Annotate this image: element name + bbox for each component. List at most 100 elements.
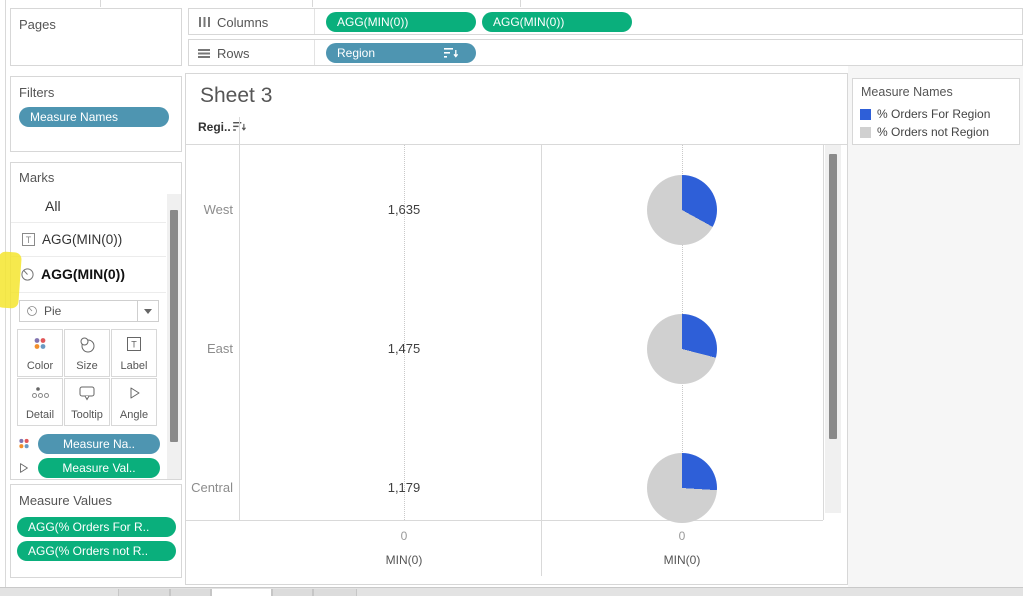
axis-label-min0[interactable]: MIN(0) xyxy=(385,553,423,567)
tooltip-icon xyxy=(79,386,95,401)
sort-icon[interactable] xyxy=(444,48,458,59)
sheet-tab[interactable] xyxy=(313,589,357,596)
detail-button[interactable]: Detail xyxy=(17,378,63,426)
size-icon xyxy=(80,337,95,353)
worksheet-view: Sheet 3 Regi.. West East Central 1,635 1… xyxy=(185,73,848,585)
filter-pill-measure-names[interactable]: Measure Names xyxy=(19,107,169,127)
text-mark-west[interactable]: 1,635 xyxy=(387,202,421,217)
pill-agg-orders-not-region[interactable]: AGG(% Orders not R.. xyxy=(17,541,176,561)
header-divider xyxy=(186,144,847,145)
marks-scrollbar[interactable] xyxy=(167,194,181,479)
sheet-tab-active[interactable] xyxy=(211,589,272,596)
svg-text:T: T xyxy=(131,340,137,350)
marks-tab-label: AGG(MIN(0)) xyxy=(41,266,125,282)
columns-pill-agg-min-0-2[interactable]: AGG(MIN(0)) xyxy=(482,12,632,32)
legend-item-label: % Orders not Region xyxy=(877,125,990,139)
color-icon[interactable] xyxy=(17,437,31,451)
color-button[interactable]: Color xyxy=(17,329,63,377)
columns-pill-agg-min-0-1[interactable]: AGG(MIN(0)) xyxy=(326,12,476,32)
pie-mark-west[interactable] xyxy=(647,175,717,245)
pages-label: Pages xyxy=(19,17,56,32)
chevron-down-icon[interactable] xyxy=(137,301,158,321)
marks-tab-all[interactable]: All xyxy=(11,190,166,223)
legend-swatch-gray xyxy=(860,126,871,138)
size-button[interactable]: Size xyxy=(64,329,110,377)
measure-values-label: Measure Values xyxy=(19,493,112,508)
pie-mark-icon xyxy=(20,267,35,282)
marks-pill-row: Measure Na.. xyxy=(17,434,160,454)
label-icon: T xyxy=(127,337,141,351)
row-field-header[interactable]: Regi.. xyxy=(198,120,246,134)
text-mark-central[interactable]: 1,179 xyxy=(387,480,421,495)
marks-tab-agg-min-0-pie[interactable]: AGG(MIN(0)) xyxy=(11,256,166,293)
legend-item-for-region[interactable]: % Orders For Region xyxy=(860,107,990,121)
pie-mark-central[interactable] xyxy=(647,453,717,523)
svg-text:T: T xyxy=(26,235,32,245)
rows-shelf[interactable]: Rows Region xyxy=(188,39,1023,66)
columns-shelf-label: Columns xyxy=(217,15,269,30)
toolbar-divider-tick xyxy=(520,0,521,7)
filters-shelf[interactable]: Filters Measure Names xyxy=(10,76,182,152)
pane-divider xyxy=(823,144,824,520)
color-button-label: Color xyxy=(26,360,54,372)
view-scrollbar-thumb[interactable] xyxy=(829,154,837,439)
tooltip-button-label: Tooltip xyxy=(71,409,103,421)
marks-scrollbar-thumb[interactable] xyxy=(170,210,178,442)
tooltip-button[interactable]: Tooltip xyxy=(64,378,110,426)
side-panel-background xyxy=(848,66,1023,587)
text-mark-east[interactable]: 1,475 xyxy=(387,341,421,356)
rows-shelf-label: Rows xyxy=(217,46,250,61)
marks-tab-all-label: All xyxy=(45,198,61,214)
row-header-divider xyxy=(239,117,240,520)
rows-pill-region[interactable]: Region xyxy=(326,43,476,63)
angle-icon[interactable] xyxy=(17,461,30,475)
text-mark-icon: T xyxy=(21,232,36,247)
mark-type-value: Pie xyxy=(44,304,62,318)
pane-divider xyxy=(541,144,542,576)
marks-tab-agg-min-0-text[interactable]: T AGG(MIN(0)) xyxy=(11,222,166,257)
legend-item-not-region[interactable]: % Orders not Region xyxy=(860,125,989,139)
angle-button[interactable]: Angle xyxy=(111,378,157,426)
row-field-header-label: Regi.. xyxy=(198,120,231,134)
row-header-west[interactable]: West xyxy=(203,202,233,217)
legend-title: Measure Names xyxy=(861,85,953,99)
detail-icon xyxy=(31,387,49,398)
columns-shelf[interactable]: Columns AGG(MIN(0)) AGG(MIN(0)) xyxy=(188,8,1023,35)
size-button-label: Size xyxy=(76,360,98,372)
row-header-east[interactable]: East xyxy=(206,341,233,356)
row-header-central[interactable]: Central xyxy=(191,480,233,495)
pill-agg-orders-for-region[interactable]: AGG(% Orders For R.. xyxy=(17,517,176,537)
sheet-tab[interactable] xyxy=(170,589,211,596)
sort-icon[interactable] xyxy=(232,122,246,132)
gridline xyxy=(404,145,405,520)
filters-label: Filters xyxy=(19,85,55,100)
legend-swatch-blue xyxy=(860,108,871,120)
toolbar-divider-tick xyxy=(312,0,313,7)
pages-shelf[interactable]: Pages xyxy=(10,8,182,66)
sheet-title[interactable]: Sheet 3 xyxy=(200,84,273,107)
pill-measure-names[interactable]: Measure Na.. xyxy=(38,434,160,454)
rows-icon xyxy=(198,48,211,59)
legend-item-label: % Orders For Region xyxy=(877,107,991,121)
color-icon xyxy=(34,338,46,349)
mark-type-dropdown[interactable]: Pie xyxy=(19,300,159,322)
axis-line xyxy=(186,520,823,521)
pill-measure-values[interactable]: Measure Val.. xyxy=(38,458,160,478)
axis-label-min0[interactable]: MIN(0) xyxy=(663,553,701,567)
view-scrollbar[interactable] xyxy=(825,145,841,513)
pie-mark-icon xyxy=(26,305,38,317)
measure-values-shelf[interactable]: Measure Values AGG(% Orders For R.. AGG(… xyxy=(10,484,182,578)
label-button-label: Label xyxy=(120,360,148,372)
pie-mark-east[interactable] xyxy=(647,314,717,384)
angle-icon xyxy=(130,387,139,399)
sheet-tab[interactable] xyxy=(118,589,170,596)
columns-icon xyxy=(198,16,211,28)
sheet-tab[interactable] xyxy=(272,589,313,596)
shelf-divider xyxy=(314,9,315,34)
axis-tick: 0 xyxy=(678,529,686,543)
detail-button-label: Detail xyxy=(25,409,55,421)
legend-card: Measure Names % Orders For Region % Orde… xyxy=(852,78,1020,145)
label-button[interactable]: T Label xyxy=(111,329,157,377)
marks-label: Marks xyxy=(19,170,55,185)
